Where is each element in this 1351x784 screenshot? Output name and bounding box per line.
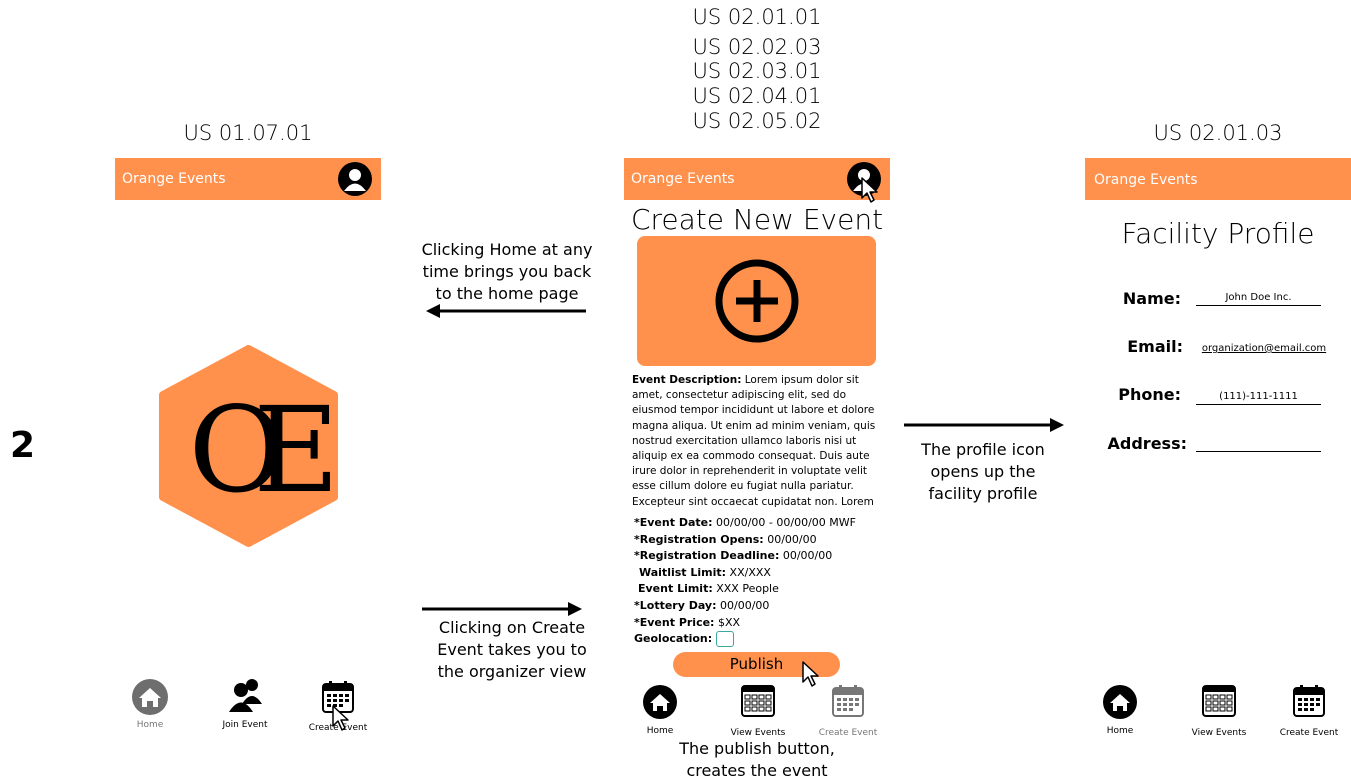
nav-label-create: Create Event <box>1279 728 1339 738</box>
app-name: Orange Events <box>122 171 226 187</box>
story-label-create-1: US 02.01.01 <box>692 5 822 29</box>
org-nav-home[interactable]: Home <box>638 684 682 736</box>
home-icon <box>643 685 677 719</box>
caption-home-back: Clicking Home at any time brings you bac… <box>421 240 593 303</box>
org-nav-create-event[interactable]: Create Event <box>815 684 881 738</box>
create-top-bar: Orange Events <box>624 158 890 200</box>
profile-nav-view-events[interactable]: View Events <box>1188 682 1250 738</box>
field-event-date: *Event Date: 00/00/00 - 00/00/00 MWF <box>634 516 856 529</box>
story-label-home: US 01.07.01 <box>183 121 313 145</box>
home-icon <box>132 679 168 715</box>
people-icon <box>229 679 262 712</box>
nav-label-create: Create Event <box>818 728 878 738</box>
page-number: 2 <box>10 425 36 466</box>
profile-value-name: John Doe Inc. <box>1196 292 1321 306</box>
nav-label-home: Home <box>646 726 674 736</box>
arrow-right-create <box>422 602 582 616</box>
profile-label-phone: Phone: <box>1118 385 1181 404</box>
add-image-button[interactable] <box>637 236 876 366</box>
story-label-profile: US 02.01.03 <box>1153 121 1283 145</box>
event-fields: *Event Date: 00/00/00 - 00/00/00 MWF *Re… <box>634 515 894 648</box>
cursor-icon <box>332 705 349 731</box>
profile-nav-create-event[interactable]: Create Event <box>1276 684 1342 738</box>
profile-value-email: organization@email.com <box>1201 343 1327 354</box>
calendar-icon <box>832 685 864 717</box>
nav-label-create: Create Event <box>308 723 368 733</box>
app-logo: OE <box>158 345 362 547</box>
field-waitlist-limit: Waitlist Limit: XX/XXX <box>639 565 771 579</box>
field-registration-opens: *Registration Opens: 00/00/00 <box>634 532 817 546</box>
home-nav-join-event[interactable]: Join Event <box>215 676 275 730</box>
nav-label-home: Home <box>136 720 164 730</box>
field-geolocation: Geolocation: <box>634 631 894 648</box>
calendar-icon <box>1293 685 1325 717</box>
app-name: Orange Events <box>631 171 735 187</box>
nav-label-home: Home <box>1106 726 1134 736</box>
description-text: Lorem ipsum dolor sit amet, consectetur … <box>632 374 876 508</box>
profile-value-phone: (111)-111-1111 <box>1196 391 1321 405</box>
event-description: Event Description: Lorem ipsum dolor sit… <box>632 373 884 510</box>
publish-label: Publish <box>729 655 784 673</box>
profile-label-email: Email: <box>1127 337 1183 356</box>
story-label-create-5: US 02.05.02 <box>692 109 822 133</box>
caption-publish: The publish button, creates the event <box>679 739 835 780</box>
home-icon <box>1103 685 1137 719</box>
profile-label-address: Address: <box>1107 434 1187 453</box>
caption-create-event: Clicking on Create Event takes you to th… <box>437 618 587 681</box>
story-label-create-4: US 02.04.01 <box>692 84 822 108</box>
arrow-left <box>426 304 586 318</box>
cursor-icon <box>861 177 878 203</box>
home-top-bar: Orange Events <box>115 158 381 200</box>
profile-label-name: Name: <box>1122 289 1181 308</box>
org-nav-view-events[interactable]: View Events <box>727 682 789 738</box>
field-lottery-day: *Lottery Day: 00/00/00 <box>634 598 770 612</box>
field-event-price: *Event Price: $XX <box>634 615 741 629</box>
profile-top-bar: Orange Events <box>1085 158 1351 200</box>
nav-label-join: Join Event <box>222 720 268 730</box>
story-label-create-3: US 02.03.01 <box>692 59 822 83</box>
home-nav-create-event[interactable]: Create Event <box>305 680 371 733</box>
nav-label-view: View Events <box>1191 728 1247 738</box>
caption-profile-icon: The profile icon opens up the facility p… <box>921 440 1045 503</box>
arrow-right-profile <box>904 418 1064 432</box>
plus-circle-icon <box>715 259 799 343</box>
create-title: Create New Event <box>630 203 884 236</box>
story-label-create-2: US 02.02.03 <box>692 35 822 59</box>
geolocation-checkbox[interactable] <box>715 631 734 648</box>
field-event-limit: Event Limit: XXX People <box>638 582 779 596</box>
profile-icon[interactable] <box>338 162 372 196</box>
calendar-icon <box>322 681 354 713</box>
profile-title: Facility Profile <box>1121 217 1315 250</box>
home-nav-home[interactable]: Home <box>128 678 172 730</box>
cursor-icon <box>802 661 819 687</box>
nav-label-view: View Events <box>730 728 786 738</box>
profile-nav-home[interactable]: Home <box>1098 684 1142 736</box>
app-name: Orange Events <box>1094 172 1198 188</box>
profile-value-address <box>1196 438 1321 452</box>
description-label: Event Description: <box>632 374 742 386</box>
calendar-grid-icon <box>741 685 775 717</box>
field-registration-deadline: *Registration Deadline: 00/00/00 <box>634 549 833 563</box>
calendar-grid-icon <box>1202 685 1236 717</box>
